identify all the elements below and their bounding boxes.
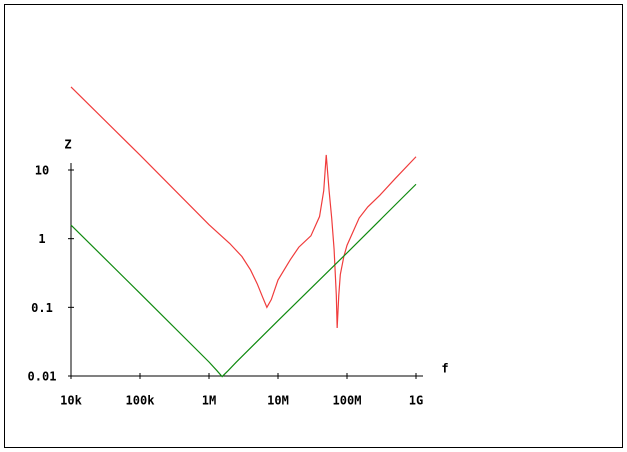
y-tick-label: 0.1 <box>31 301 53 315</box>
x-tick-label: 100M <box>333 394 362 408</box>
x-axis-label: f <box>441 362 448 376</box>
y-tick-label: 0.01 <box>28 370 57 384</box>
x-tick-label: 1M <box>202 394 216 408</box>
x-tick-label: 1G <box>409 394 423 408</box>
x-tick-label: 100k <box>126 394 156 408</box>
y-tick-label: 1 <box>38 232 45 246</box>
x-tick-label: 10M <box>267 394 289 408</box>
series-line <box>70 86 417 329</box>
y-axis-label: Z <box>64 138 71 152</box>
frame <box>4 4 623 448</box>
series-line <box>70 183 417 378</box>
x-tick-label: 10k <box>60 394 82 408</box>
y-tick-label: 10 <box>35 164 49 178</box>
